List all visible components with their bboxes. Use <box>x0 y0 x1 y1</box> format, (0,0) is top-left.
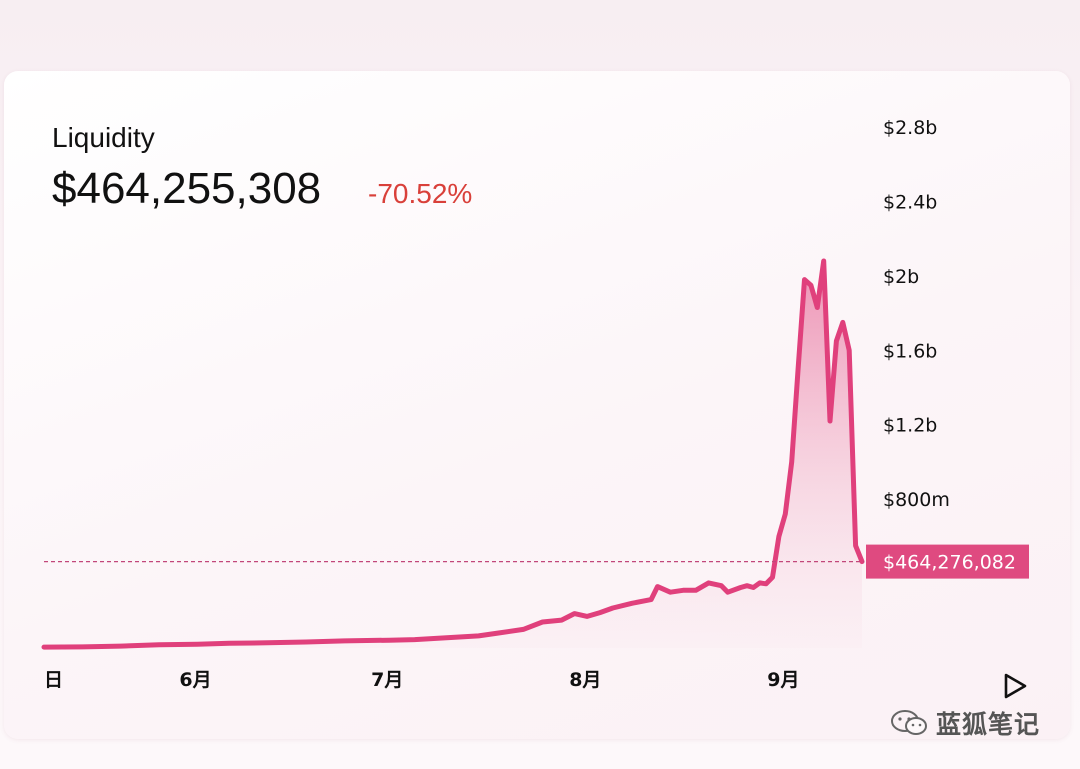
liquidity-change: -70.52% <box>368 178 473 209</box>
x-tick-label: 9月 <box>767 669 799 691</box>
x-tick-label: 6月 <box>179 669 211 691</box>
current-value-marker: $464,276,082 <box>866 544 1029 579</box>
watermark-text: 蓝狐笔记 <box>936 710 1041 739</box>
x-axis: 日 6月 7月 8月 9月 <box>44 669 800 691</box>
wechat-icon <box>891 710 927 735</box>
liquidity-line <box>41 258 865 650</box>
y-tick-label: $800m <box>883 489 950 511</box>
x-tick-label: 日 <box>44 669 63 691</box>
y-tick-label: $2.8b <box>883 117 937 139</box>
current-value-label: $464,276,082 <box>883 552 1016 574</box>
x-tick-label: 7月 <box>371 669 403 691</box>
y-tick-label: $2.4b <box>883 191 937 213</box>
y-tick-label: $1.2b <box>883 415 937 437</box>
liquidity-value: $464,255,308 <box>52 164 322 213</box>
chart-title: Liquidity <box>52 122 155 153</box>
watermark: 蓝狐笔记 <box>890 706 1040 740</box>
current-value-badge <box>866 544 1029 579</box>
y-tick-label: $2b <box>883 266 919 288</box>
y-tick-label: $1.6b <box>883 340 937 362</box>
play-icon[interactable] <box>1002 672 1028 700</box>
x-tick-label: 8月 <box>569 669 601 691</box>
liquidity-area <box>44 261 862 648</box>
y-axis: $2.8b $2.4b $2b $1.6b $1.2b $800m <box>883 117 950 511</box>
